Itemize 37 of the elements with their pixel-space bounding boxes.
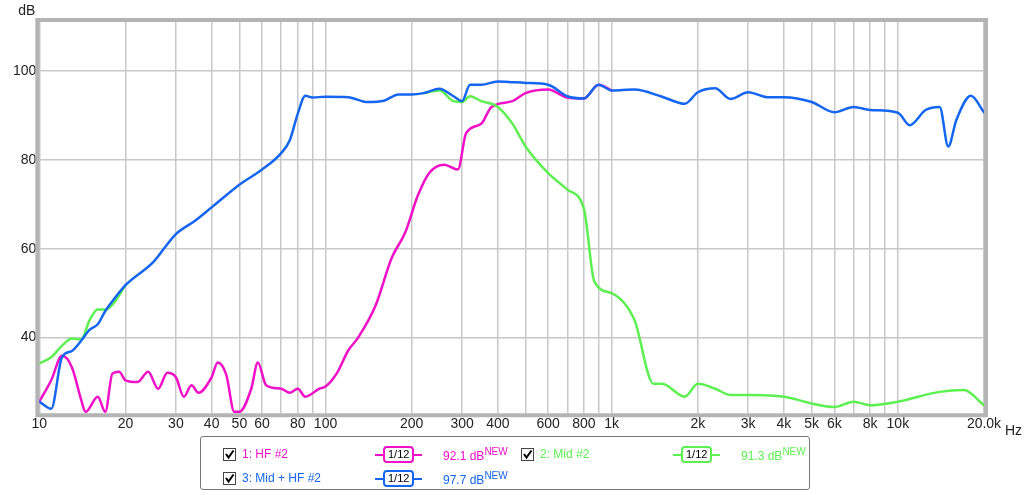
y-tick-label: 40: [20, 328, 37, 345]
x-tick-label: 600: [536, 415, 561, 432]
x-tick-label: 20: [117, 415, 134, 432]
x-tick-label: 4k: [776, 415, 793, 432]
x-tick-label: 200: [399, 415, 424, 432]
x-tick-label: 50: [231, 415, 248, 432]
text: 3: Mid + HF #2: [242, 471, 322, 485]
x-tick-label: 60: [254, 415, 271, 432]
text: 92.1 dB$^{NEW}$: [443, 446, 508, 463]
x-tick-label: 400: [486, 415, 510, 432]
x-tick-label: 20.0k: [966, 415, 1003, 432]
x-tick-label: 8k: [862, 415, 879, 432]
x-tick-label: 2k: [690, 415, 707, 432]
text: 91.3 dB$^{NEW}$: [741, 446, 806, 463]
x-tick-label: 6k: [826, 415, 843, 432]
x-tick-label: 3k: [740, 415, 757, 432]
x-tick-label: 40: [203, 415, 220, 432]
text: 2: Mid #2: [540, 447, 590, 461]
x-tick-label: 1k: [604, 415, 621, 432]
text: 1/12: [383, 470, 415, 487]
x-tick-label: 100: [313, 415, 338, 432]
x-tick-label: 10k: [886, 415, 911, 432]
y-tick-label: 100: [13, 61, 37, 78]
x-axis-title: Hz: [1004, 422, 1022, 439]
x-tick-label: 300: [450, 415, 474, 432]
x-tick-label: 5k: [804, 415, 821, 432]
x-tick-label: 30: [168, 415, 184, 432]
text: 1/12: [383, 446, 415, 463]
text: 1/12: [681, 446, 713, 463]
x-tick-label: 80: [290, 415, 306, 432]
x-tick-label: 10: [31, 415, 48, 432]
text: 1: HF #2: [242, 447, 289, 461]
y-tick-label: 60: [20, 239, 37, 256]
x-tick-label: 800: [572, 415, 596, 432]
y-tick-label: 80: [20, 150, 37, 167]
text: 97.7 dB$^{NEW}$: [443, 470, 508, 487]
y-axis-title: dB: [18, 1, 36, 18]
